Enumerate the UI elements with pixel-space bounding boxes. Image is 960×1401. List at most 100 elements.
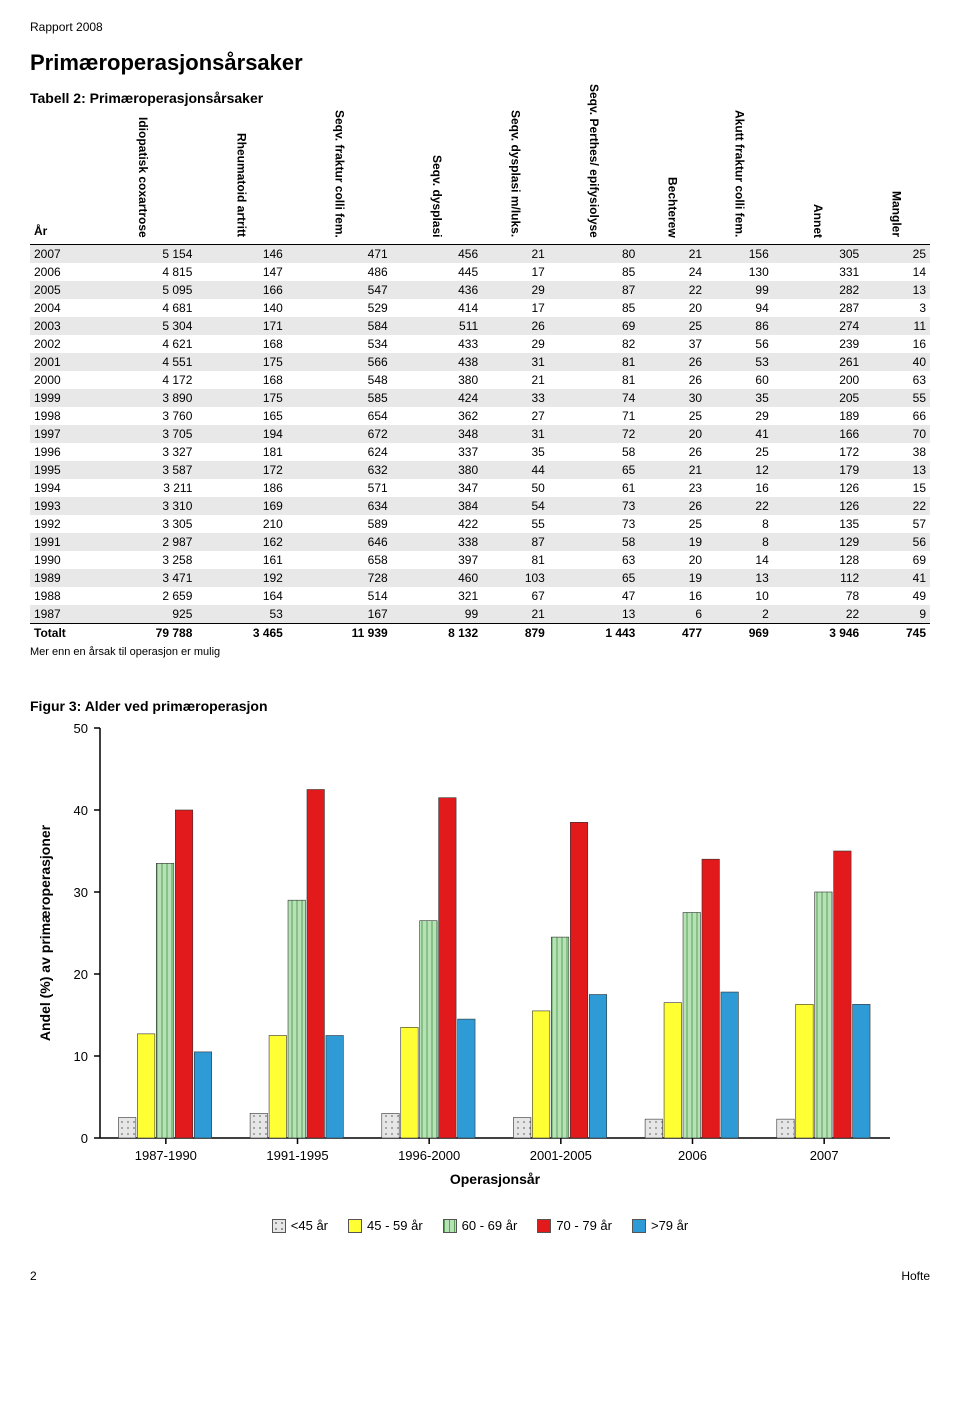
legend-swatch (272, 1219, 286, 1233)
cell-value: 189 (773, 407, 863, 425)
cell-value: 3 471 (90, 569, 196, 587)
cell-value: 29 (706, 407, 773, 425)
cell-value: 156 (706, 244, 773, 263)
cell-value: 20 (639, 425, 706, 443)
legend-swatch (537, 1219, 551, 1233)
total-value: 79 788 (90, 623, 196, 642)
cell-value: 82 (549, 335, 639, 353)
legend-swatch (348, 1219, 362, 1233)
cell-value: 186 (196, 479, 286, 497)
total-value: 3 946 (773, 623, 863, 642)
table-row: 19983 7601656543622771252918966 (30, 407, 930, 425)
cell-value: 172 (773, 443, 863, 461)
cell-value: 112 (773, 569, 863, 587)
cell-value: 21 (639, 244, 706, 263)
cell-value: 44 (482, 461, 549, 479)
cell-value: 21 (639, 461, 706, 479)
table-caption: Tabell 2: Primæroperasjonsårsaker (30, 90, 930, 106)
cell-value: 35 (482, 443, 549, 461)
cell-year: 1999 (30, 389, 90, 407)
svg-text:2006: 2006 (678, 1148, 707, 1163)
data-table: ÅrIdiopatisk coxartroseRheumatoid artrit… (30, 114, 930, 642)
cell-value: 53 (196, 605, 286, 624)
cell-value: 338 (392, 533, 482, 551)
table-row: 20075 15414647145621802115630525 (30, 244, 930, 263)
svg-text:1991-1995: 1991-1995 (266, 1148, 328, 1163)
cell-value: 424 (392, 389, 482, 407)
cell-value: 26 (639, 443, 706, 461)
total-value: 969 (706, 623, 773, 642)
cell-value: 146 (196, 244, 286, 263)
page-number: 2 (30, 1269, 37, 1283)
cell-value: 55 (863, 389, 930, 407)
cell-value: 35 (706, 389, 773, 407)
cell-value: 422 (392, 515, 482, 533)
cell-value: 287 (773, 299, 863, 317)
col-header: Mangler (863, 114, 930, 244)
cell-value: 74 (549, 389, 639, 407)
cell-value: 5 095 (90, 281, 196, 299)
cell-value: 25 (639, 407, 706, 425)
cell-value: 73 (549, 515, 639, 533)
cell-value: 21 (482, 244, 549, 263)
cell-value: 38 (863, 443, 930, 461)
cell-value: 26 (639, 497, 706, 515)
svg-text:2001-2005: 2001-2005 (530, 1148, 592, 1163)
total-label: Totalt (30, 623, 90, 642)
cell-value: 37 (639, 335, 706, 353)
table-row: 19903 2581616583978163201412869 (30, 551, 930, 569)
cell-value: 16 (639, 587, 706, 605)
cell-value: 67 (482, 587, 549, 605)
cell-value: 529 (287, 299, 392, 317)
table-row: 20064 81514748644517852413033114 (30, 263, 930, 281)
cell-value: 81 (549, 371, 639, 389)
cell-value: 348 (392, 425, 482, 443)
table-row: 19923 305210589422557325813557 (30, 515, 930, 533)
cell-value: 658 (287, 551, 392, 569)
cell-value: 16 (863, 335, 930, 353)
cell-value: 25 (639, 515, 706, 533)
legend-item: <45 år (272, 1218, 328, 1234)
cell-value: 5 304 (90, 317, 196, 335)
cell-value: 4 551 (90, 353, 196, 371)
report-header: Rapport 2008 (30, 20, 930, 34)
cell-value: 2 (706, 605, 773, 624)
cell-year: 1997 (30, 425, 90, 443)
cell-value: 634 (287, 497, 392, 515)
table-row: 19993 8901755854243374303520555 (30, 389, 930, 407)
cell-value: 3 587 (90, 461, 196, 479)
cell-value: 654 (287, 407, 392, 425)
cell-year: 1994 (30, 479, 90, 497)
cell-value: 456 (392, 244, 482, 263)
cell-value: 3 305 (90, 515, 196, 533)
cell-value: 3 760 (90, 407, 196, 425)
cell-value: 13 (549, 605, 639, 624)
cell-value: 166 (196, 281, 286, 299)
col-header-year: År (30, 114, 90, 244)
svg-text:Andel (%) av primæroperasjoner: Andel (%) av primæroperasjoner (37, 824, 53, 1041)
cell-value: 10 (706, 587, 773, 605)
cell-value: 33 (482, 389, 549, 407)
table-row: 20035 3041715845112669258627411 (30, 317, 930, 335)
cell-value: 12 (706, 461, 773, 479)
cell-value: 53 (706, 353, 773, 371)
cell-year: 2006 (30, 263, 90, 281)
table-row: 19963 3271816243373558262517238 (30, 443, 930, 461)
col-header: Seqv. fraktur colli fem. (287, 114, 392, 244)
cell-value: 13 (863, 461, 930, 479)
cell-value: 337 (392, 443, 482, 461)
cell-value: 31 (482, 425, 549, 443)
cell-value: 200 (773, 371, 863, 389)
cell-value: 58 (549, 443, 639, 461)
legend-swatch (632, 1219, 646, 1233)
cell-value: 86 (706, 317, 773, 335)
cell-value: 194 (196, 425, 286, 443)
cell-value: 69 (863, 551, 930, 569)
cell-value: 445 (392, 263, 482, 281)
cell-value: 571 (287, 479, 392, 497)
col-header: Idiopatisk coxartrose (90, 114, 196, 244)
cell-value: 73 (549, 497, 639, 515)
total-value: 11 939 (287, 623, 392, 642)
cell-value: 60 (706, 371, 773, 389)
cell-year: 1993 (30, 497, 90, 515)
